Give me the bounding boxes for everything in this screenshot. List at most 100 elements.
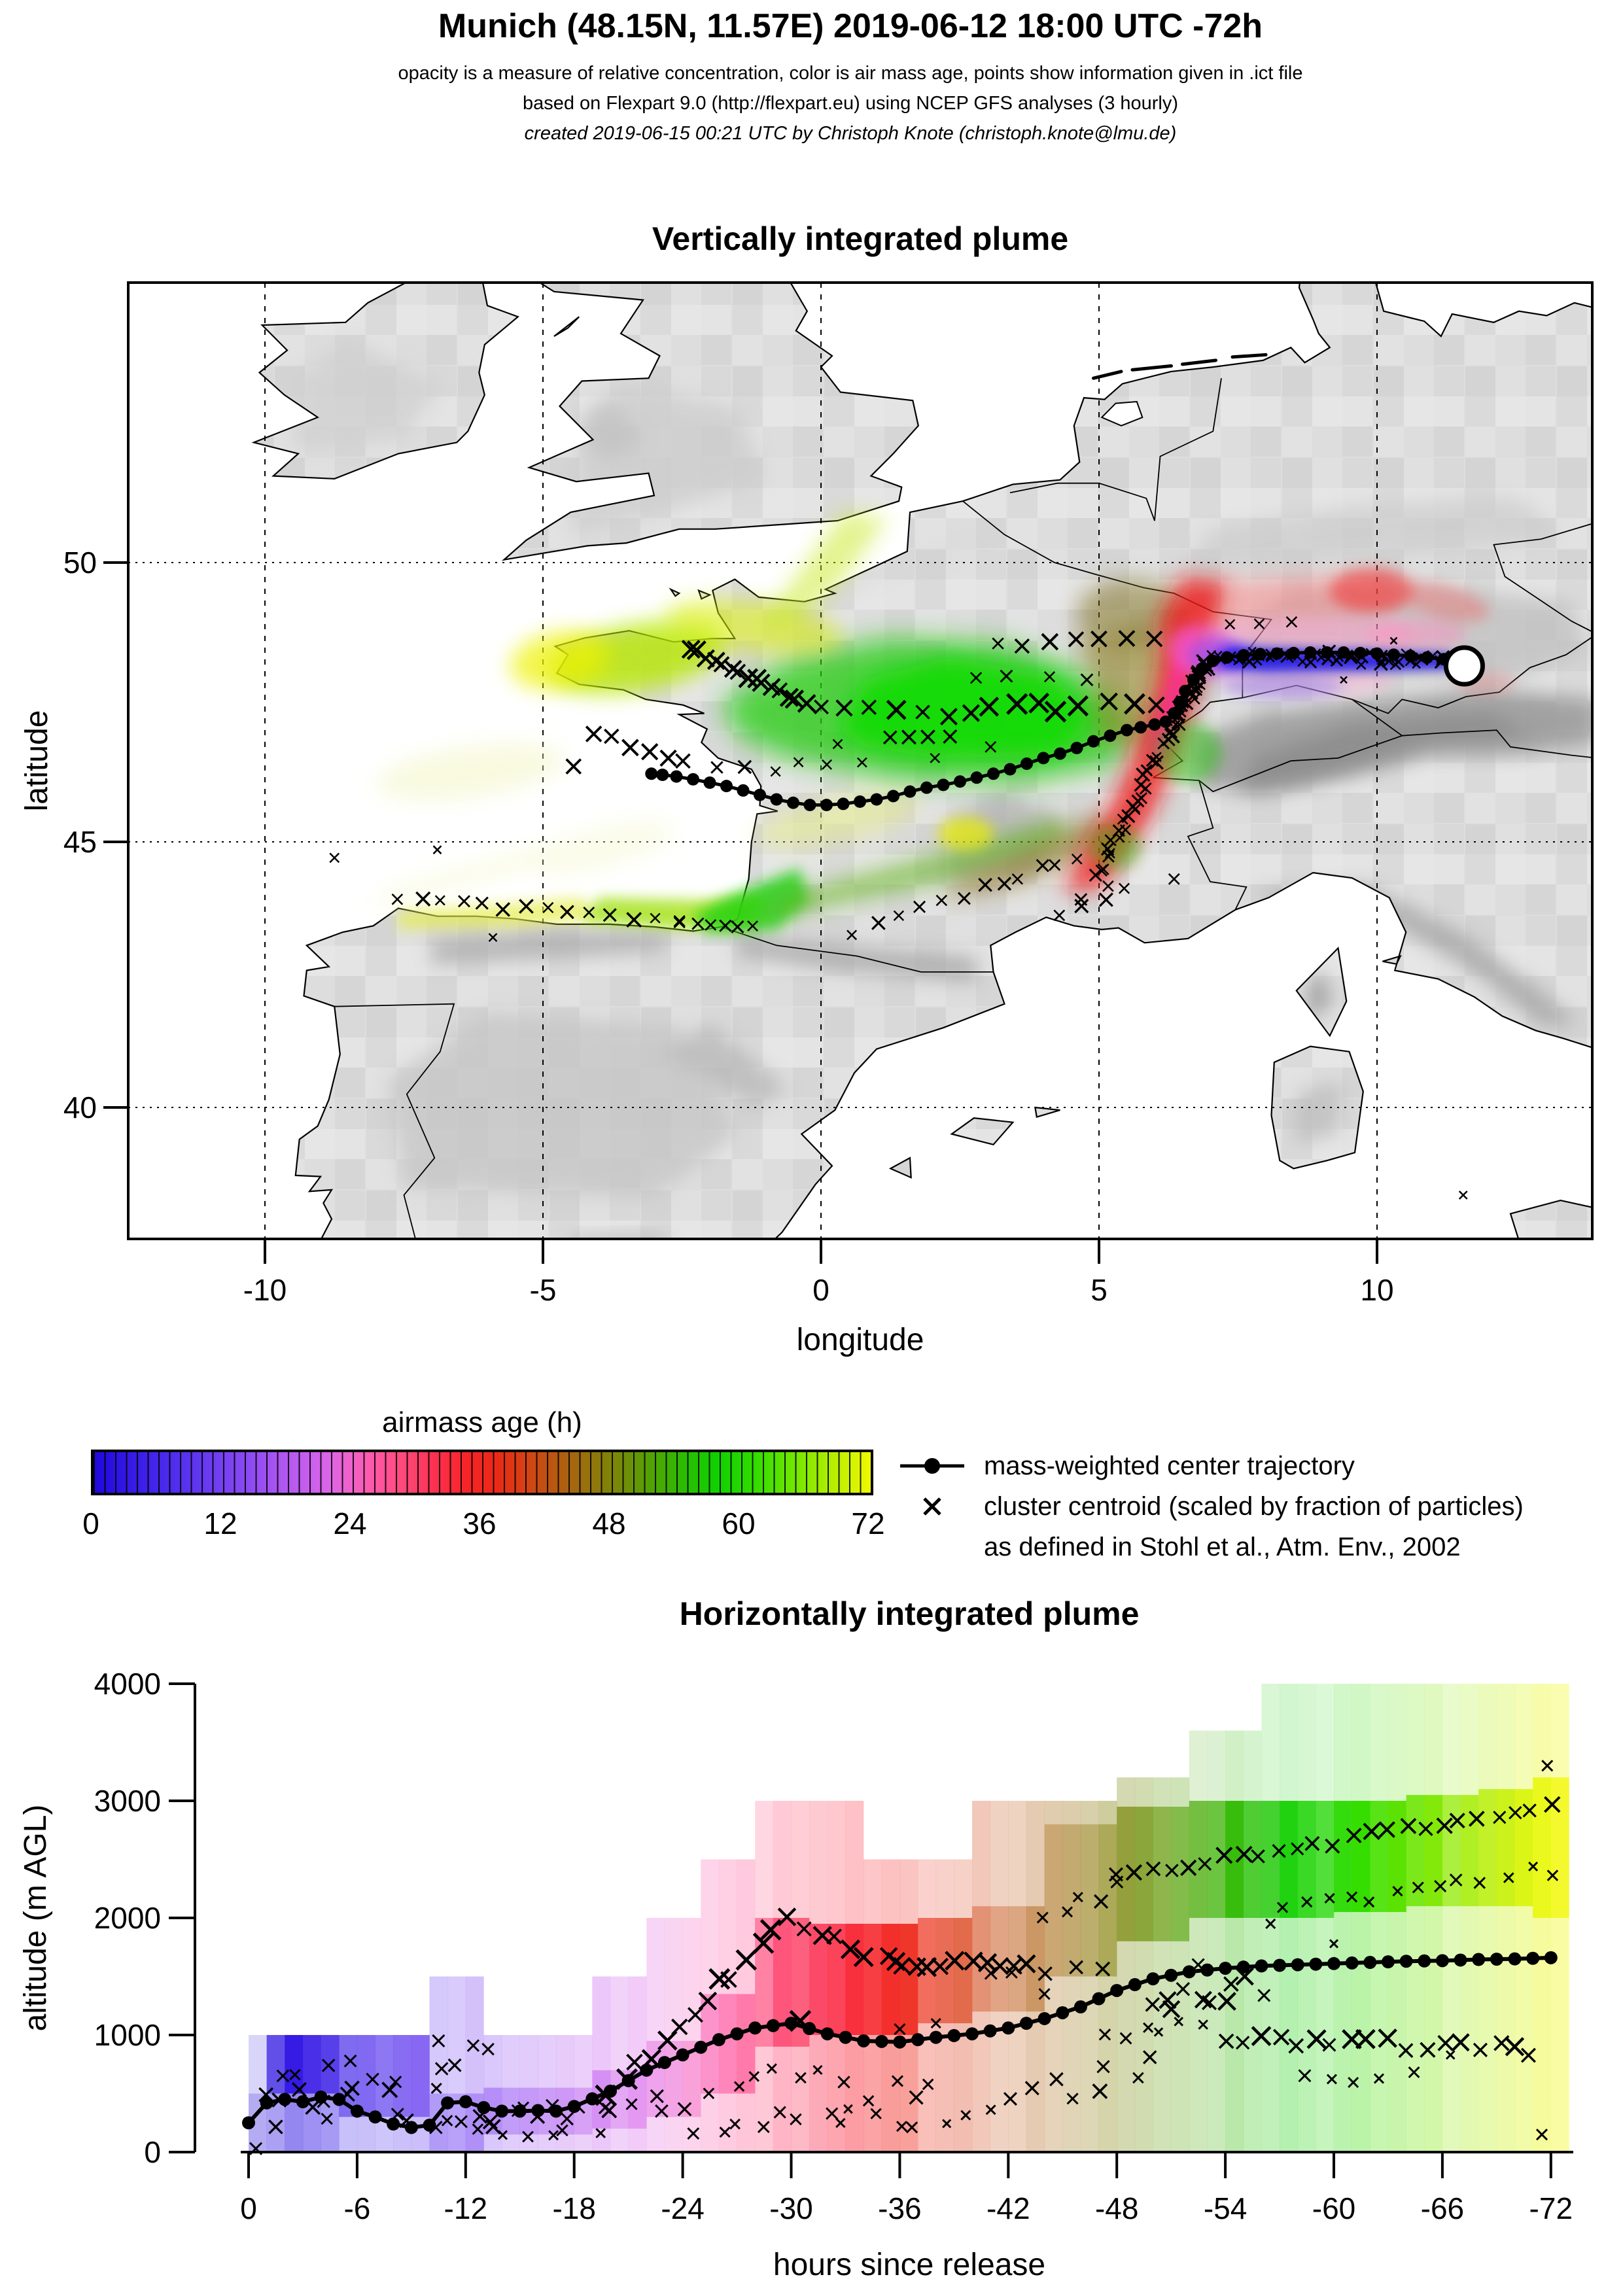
coastline-mallorca bbox=[950, 1117, 1015, 1146]
trajectory-point bbox=[870, 793, 883, 806]
profile-trajectory-point bbox=[1182, 1965, 1196, 1979]
cluster-centroid-mark bbox=[703, 2087, 715, 2100]
profile-trajectory-point bbox=[314, 2090, 328, 2104]
profile-trajectory-point bbox=[1236, 1960, 1250, 1974]
cluster-centroid-mark bbox=[432, 845, 442, 855]
profile-trajectory-point bbox=[387, 2117, 400, 2131]
trajectory-point bbox=[1054, 747, 1066, 760]
trajectory-point bbox=[1195, 662, 1208, 675]
cluster-centroid-mark bbox=[1145, 631, 1163, 648]
cluster-centroid-mark bbox=[1225, 619, 1236, 630]
cluster-centroid-mark bbox=[1449, 1813, 1465, 1829]
cluster-centroid-mark bbox=[843, 2104, 853, 2114]
cluster-centroid-mark bbox=[687, 2127, 700, 2140]
cluster-centroid-mark bbox=[675, 753, 691, 769]
cluster-centroid-mark bbox=[856, 757, 867, 768]
cluster-centroid-mark bbox=[796, 1921, 812, 1937]
trajectory-point bbox=[887, 790, 899, 803]
cluster-centroid-mark bbox=[1119, 2032, 1132, 2045]
cluster-centroid-mark bbox=[522, 2131, 534, 2143]
cluster-centroid-mark bbox=[1036, 859, 1049, 873]
trajectory-point bbox=[1134, 721, 1147, 734]
cluster-centroid-mark bbox=[886, 699, 907, 720]
cluster-centroid-mark bbox=[826, 2107, 839, 2120]
cluster-centroid-mark bbox=[766, 2063, 777, 2074]
cluster-centroid-mark bbox=[542, 901, 554, 914]
profile-trajectory-point bbox=[531, 2104, 545, 2117]
colorbar-title: airmass age (h) bbox=[382, 1406, 582, 1438]
landmass-ibiza bbox=[890, 1158, 911, 1178]
profile-trajectory-point bbox=[513, 2104, 527, 2118]
cluster-centroid-mark bbox=[481, 2042, 495, 2056]
cluster-centroid-mark bbox=[1159, 1991, 1177, 2009]
cluster-centroid-mark bbox=[1006, 693, 1028, 715]
map-xtick-label: -10 bbox=[243, 1273, 287, 1307]
cluster-centroid-mark bbox=[1398, 2043, 1414, 2059]
plume-overlay bbox=[365, 512, 1516, 932]
cluster-centroid-mark bbox=[1522, 1803, 1537, 1818]
cluster-centroid-mark bbox=[329, 852, 340, 863]
trajectory-point bbox=[1037, 752, 1050, 765]
trajectory-point bbox=[954, 775, 966, 788]
profile-trajectory-point bbox=[983, 2024, 997, 2038]
cluster-centroid-mark bbox=[434, 895, 445, 906]
cluster-centroid-mark bbox=[1069, 1960, 1083, 1975]
cluster-centroid-mark bbox=[640, 743, 659, 761]
map-ytick-label: 40 bbox=[63, 1090, 97, 1124]
country-border bbox=[334, 1003, 455, 1239]
trajectory-point bbox=[1021, 757, 1033, 770]
cluster-centroid-mark bbox=[1068, 631, 1085, 648]
cluster-centroid-mark bbox=[915, 704, 930, 720]
cluster-centroid-mark bbox=[1000, 669, 1013, 683]
wadden-islet bbox=[1181, 358, 1217, 366]
cluster-centroid-mark bbox=[901, 729, 916, 745]
profile-trajectory-point bbox=[1092, 1992, 1106, 2006]
cluster-centroid-mark bbox=[1329, 1939, 1339, 1949]
profile-xtick-label: -12 bbox=[444, 2191, 487, 2225]
trajectory-point bbox=[656, 769, 669, 782]
cluster-centroid-mark bbox=[1049, 859, 1061, 871]
cluster-centroid-mark bbox=[1346, 1891, 1358, 1903]
cluster-centroid-mark bbox=[1298, 2069, 1312, 2083]
cluster-centroid-mark bbox=[861, 699, 877, 716]
coastline-jersey bbox=[697, 589, 712, 600]
colorbar-tick-36: 36 bbox=[462, 1506, 497, 1540]
cluster-centroid-mark bbox=[1201, 1994, 1217, 2011]
profile-trajectory-point bbox=[1273, 1958, 1287, 1972]
cluster-centroid-mark bbox=[1346, 1828, 1362, 1843]
cluster-centroid-mark bbox=[733, 2081, 745, 2092]
legend: mass-weighted center trajectory cluster … bbox=[898, 1446, 1617, 1567]
trajectory-point bbox=[1087, 735, 1100, 748]
trajectory-point bbox=[1159, 715, 1172, 728]
trajectory-point bbox=[737, 784, 750, 797]
profile-trajectory-point bbox=[567, 2100, 581, 2113]
profile-ytick-label: 2000 bbox=[94, 1901, 161, 1935]
cluster-centroid-mark bbox=[957, 892, 971, 905]
cluster-centroid-mark bbox=[790, 2113, 802, 2126]
cluster-centroid-mark bbox=[655, 2104, 669, 2118]
cluster-centroid-mark bbox=[1509, 1805, 1522, 1820]
cluster-centroid-mark bbox=[1011, 873, 1024, 885]
cluster-centroid-mark bbox=[432, 2034, 445, 2048]
profile-panel-title: Horizontally integrated plume bbox=[679, 1595, 1140, 1632]
cluster-centroid-mark bbox=[1400, 1818, 1417, 1834]
profile-xlabel: hours since release bbox=[773, 2248, 1045, 2282]
trajectory-point bbox=[1221, 651, 1233, 664]
cluster-centroid-mark bbox=[457, 895, 470, 908]
cluster-centroid-mark bbox=[985, 740, 997, 753]
profile-trajectory-point bbox=[1255, 1959, 1268, 1973]
cluster-centroid-mark bbox=[720, 1971, 737, 1988]
profile-trajectory-point bbox=[1381, 1955, 1395, 1969]
cluster-centroid-mark bbox=[626, 912, 642, 928]
cluster-centroid-mark bbox=[1102, 850, 1115, 863]
cluster-centroid-mark bbox=[519, 899, 534, 914]
profile-trajectory-point bbox=[350, 2104, 364, 2118]
cluster-centroid-mark bbox=[882, 730, 898, 745]
cluster-centroid-mark bbox=[1235, 1845, 1253, 1863]
cluster-centroid-mark bbox=[840, 1939, 861, 1960]
cluster-centroid-mark bbox=[1420, 2042, 1436, 2058]
profile-xtick-label: -66 bbox=[1421, 2191, 1464, 2225]
trajectory-point bbox=[1270, 647, 1283, 660]
cluster-centroid-mark bbox=[1017, 1954, 1036, 1974]
cluster-centroid-mark bbox=[710, 761, 724, 774]
